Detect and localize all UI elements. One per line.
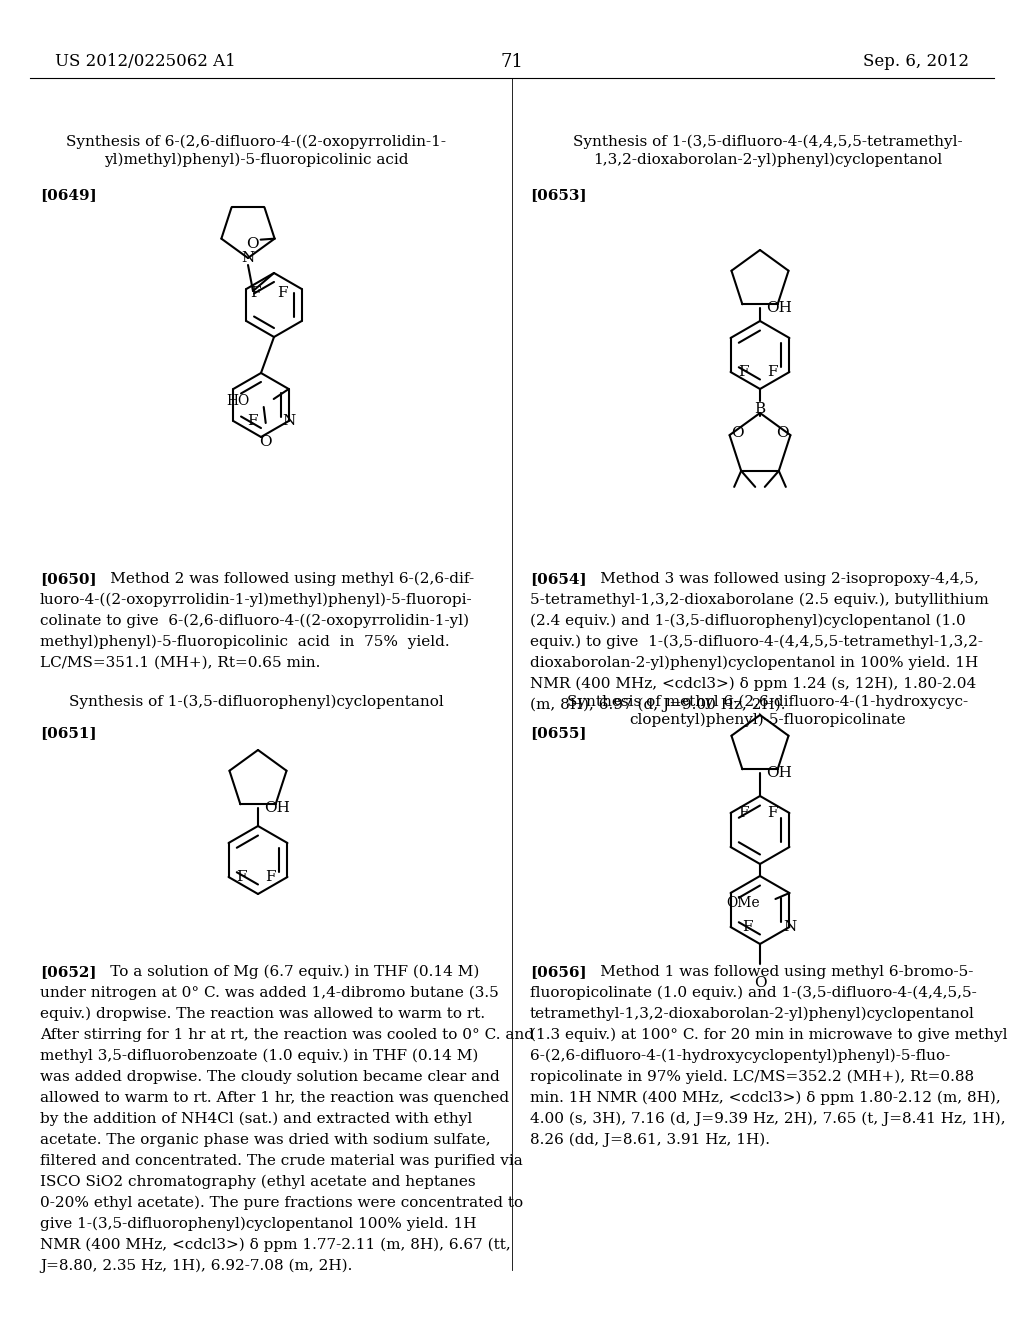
Text: equiv.) dropwise. The reaction was allowed to warm to rt.: equiv.) dropwise. The reaction was allow…: [40, 1007, 485, 1022]
Text: was added dropwise. The cloudy solution became clear and: was added dropwise. The cloudy solution …: [40, 1071, 500, 1084]
Text: tetramethyl-1,3,2-dioxaborolan-2-yl)phenyl)cyclopentanol: tetramethyl-1,3,2-dioxaborolan-2-yl)phen…: [530, 1007, 975, 1022]
Text: equiv.) to give  1-(3,5-difluoro-4-(4,4,5,5-tetramethyl-1,3,2-: equiv.) to give 1-(3,5-difluoro-4-(4,4,5…: [530, 635, 983, 649]
Text: (m, 8H), 6.97 (d, J=9.00 Hz, 2H).: (m, 8H), 6.97 (d, J=9.00 Hz, 2H).: [530, 698, 785, 713]
Text: F: F: [742, 920, 753, 935]
Text: O: O: [247, 236, 259, 251]
Text: J=8.80, 2.35 Hz, 1H), 6.92-7.08 (m, 2H).: J=8.80, 2.35 Hz, 1H), 6.92-7.08 (m, 2H).: [40, 1259, 352, 1274]
Text: [0651]: [0651]: [40, 726, 96, 741]
Text: colinate to give  6-(2,6-difluoro-4-((2-oxopyrrolidin-1-yl): colinate to give 6-(2,6-difluoro-4-((2-o…: [40, 614, 469, 628]
Text: Synthesis of methyl 6-(2,6-difluoro-4-(1-hydroxycyc-: Synthesis of methyl 6-(2,6-difluoro-4-(1…: [567, 696, 969, 709]
Text: OH: OH: [766, 301, 792, 315]
Text: O: O: [754, 975, 766, 990]
Text: ISCO SiO2 chromatography (ethyl acetate and heptanes: ISCO SiO2 chromatography (ethyl acetate …: [40, 1175, 475, 1189]
Text: 6-(2,6-difluoro-4-(1-hydroxycyclopentyl)phenyl)-5-fluo-: 6-(2,6-difluoro-4-(1-hydroxycyclopentyl)…: [530, 1049, 950, 1064]
Text: LC/MS=351.1 (MH+), Rt=0.65 min.: LC/MS=351.1 (MH+), Rt=0.65 min.: [40, 656, 321, 671]
Text: (1.3 equiv.) at 100° C. for 20 min in microwave to give methyl: (1.3 equiv.) at 100° C. for 20 min in mi…: [530, 1028, 1008, 1043]
Text: HO: HO: [226, 393, 250, 408]
Text: Sep. 6, 2012: Sep. 6, 2012: [863, 54, 969, 70]
Text: OH: OH: [766, 766, 792, 780]
Text: (2.4 equiv.) and 1-(3,5-difluorophenyl)cyclopentanol (1.0: (2.4 equiv.) and 1-(3,5-difluorophenyl)c…: [530, 614, 966, 628]
Text: [0649]: [0649]: [40, 187, 96, 202]
Text: NMR (400 MHz, <cdcl3>) δ ppm 1.24 (s, 12H), 1.80-2.04: NMR (400 MHz, <cdcl3>) δ ppm 1.24 (s, 12…: [530, 677, 976, 692]
Text: Method 2 was followed using methyl 6-(2,6-dif-: Method 2 was followed using methyl 6-(2,…: [95, 572, 474, 586]
Text: OH: OH: [264, 801, 290, 814]
Text: clopentyl)phenyl)-5-fluoropicolinate: clopentyl)phenyl)-5-fluoropicolinate: [630, 713, 906, 727]
Text: O: O: [776, 426, 788, 440]
Text: Method 3 was followed using 2-isopropoxy-4,4,5,: Method 3 was followed using 2-isopropoxy…: [585, 572, 979, 586]
Text: [0656]: [0656]: [530, 965, 587, 979]
Text: dioxaborolan-2-yl)phenyl)cyclopentanol in 100% yield. 1H: dioxaborolan-2-yl)phenyl)cyclopentanol i…: [530, 656, 978, 671]
Text: methyl 3,5-difluorobenzoate (1.0 equiv.) in THF (0.14 M): methyl 3,5-difluorobenzoate (1.0 equiv.)…: [40, 1049, 478, 1064]
Text: under nitrogen at 0° C. was added 1,4-dibromo butane (3.5: under nitrogen at 0° C. was added 1,4-di…: [40, 986, 499, 1001]
Text: by the addition of NH4Cl (sat.) and extracted with ethyl: by the addition of NH4Cl (sat.) and extr…: [40, 1111, 472, 1126]
Text: [0653]: [0653]: [530, 187, 587, 202]
Text: [0654]: [0654]: [530, 572, 587, 586]
Text: [0650]: [0650]: [40, 572, 96, 586]
Text: F: F: [738, 807, 749, 820]
Text: filtered and concentrated. The crude material was purified via: filtered and concentrated. The crude mat…: [40, 1154, 522, 1168]
Text: N: N: [242, 251, 255, 265]
Text: F: F: [738, 366, 749, 379]
Text: 71: 71: [501, 53, 523, 71]
Text: F: F: [237, 870, 247, 884]
Text: F: F: [278, 286, 288, 300]
Text: 0-20% ethyl acetate). The pure fractions were concentrated to: 0-20% ethyl acetate). The pure fractions…: [40, 1196, 523, 1210]
Text: yl)methyl)phenyl)-5-fluoropicolinic acid: yl)methyl)phenyl)-5-fluoropicolinic acid: [103, 153, 409, 168]
Text: min. 1H NMR (400 MHz, <cdcl3>) δ ppm 1.80-2.12 (m, 8H),: min. 1H NMR (400 MHz, <cdcl3>) δ ppm 1.8…: [530, 1092, 1000, 1105]
Text: F: F: [250, 286, 261, 300]
Text: 1,3,2-dioxaborolan-2-yl)phenyl)cyclopentanol: 1,3,2-dioxaborolan-2-yl)phenyl)cyclopent…: [593, 153, 943, 168]
Text: Synthesis of 6-(2,6-difluoro-4-((2-oxopyrrolidin-1-: Synthesis of 6-(2,6-difluoro-4-((2-oxopy…: [66, 135, 446, 149]
Text: N: N: [782, 920, 796, 935]
Text: US 2012/0225062 A1: US 2012/0225062 A1: [55, 54, 236, 70]
Text: Method 1 was followed using methyl 6-bromo-5-: Method 1 was followed using methyl 6-bro…: [585, 965, 974, 979]
Text: O: O: [731, 426, 744, 440]
Text: give 1-(3,5-difluorophenyl)cyclopentanol 100% yield. 1H: give 1-(3,5-difluorophenyl)cyclopentanol…: [40, 1217, 476, 1232]
Text: F: F: [767, 807, 777, 820]
Text: ropicolinate in 97% yield. LC/MS=352.2 (MH+), Rt=0.88: ropicolinate in 97% yield. LC/MS=352.2 (…: [530, 1071, 974, 1085]
Text: F: F: [247, 414, 258, 428]
Text: To a solution of Mg (6.7 equiv.) in THF (0.14 M): To a solution of Mg (6.7 equiv.) in THF …: [95, 965, 479, 979]
Text: Synthesis of 1-(3,5-difluoro-4-(4,4,5,5-tetramethyl-: Synthesis of 1-(3,5-difluoro-4-(4,4,5,5-…: [573, 135, 963, 149]
Text: luoro-4-((2-oxopyrrolidin-1-yl)methyl)phenyl)-5-fluoropi-: luoro-4-((2-oxopyrrolidin-1-yl)methyl)ph…: [40, 593, 473, 607]
Text: NMR (400 MHz, <cdcl3>) δ ppm 1.77-2.11 (m, 8H), 6.67 (tt,: NMR (400 MHz, <cdcl3>) δ ppm 1.77-2.11 (…: [40, 1238, 511, 1253]
Text: OMe: OMe: [726, 896, 760, 909]
Text: 8.26 (dd, J=8.61, 3.91 Hz, 1H).: 8.26 (dd, J=8.61, 3.91 Hz, 1H).: [530, 1133, 770, 1147]
Text: allowed to warm to rt. After 1 hr, the reaction was quenched: allowed to warm to rt. After 1 hr, the r…: [40, 1092, 509, 1105]
Text: B: B: [755, 403, 766, 416]
Text: methyl)phenyl)-5-fluoropicolinic  acid  in  75%  yield.: methyl)phenyl)-5-fluoropicolinic acid in…: [40, 635, 450, 649]
Text: F: F: [265, 870, 275, 884]
Text: [0655]: [0655]: [530, 726, 587, 741]
Text: Synthesis of 1-(3,5-difluorophenyl)cyclopentanol: Synthesis of 1-(3,5-difluorophenyl)cyclo…: [69, 696, 443, 709]
Text: [0652]: [0652]: [40, 965, 96, 979]
Text: fluoropicolinate (1.0 equiv.) and 1-(3,5-difluoro-4-(4,4,5,5-: fluoropicolinate (1.0 equiv.) and 1-(3,5…: [530, 986, 977, 1001]
Text: acetate. The organic phase was dried with sodium sulfate,: acetate. The organic phase was dried wit…: [40, 1133, 490, 1147]
Text: F: F: [767, 366, 777, 379]
Text: 4.00 (s, 3H), 7.16 (d, J=9.39 Hz, 2H), 7.65 (t, J=8.41 Hz, 1H),: 4.00 (s, 3H), 7.16 (d, J=9.39 Hz, 2H), 7…: [530, 1111, 1006, 1126]
Text: After stirring for 1 hr at rt, the reaction was cooled to 0° C. and: After stirring for 1 hr at rt, the react…: [40, 1028, 534, 1041]
Text: O: O: [259, 436, 272, 449]
Text: 5-tetramethyl-1,3,2-dioxaborolane (2.5 equiv.), butyllithium: 5-tetramethyl-1,3,2-dioxaborolane (2.5 e…: [530, 593, 989, 607]
Text: N: N: [282, 414, 295, 428]
